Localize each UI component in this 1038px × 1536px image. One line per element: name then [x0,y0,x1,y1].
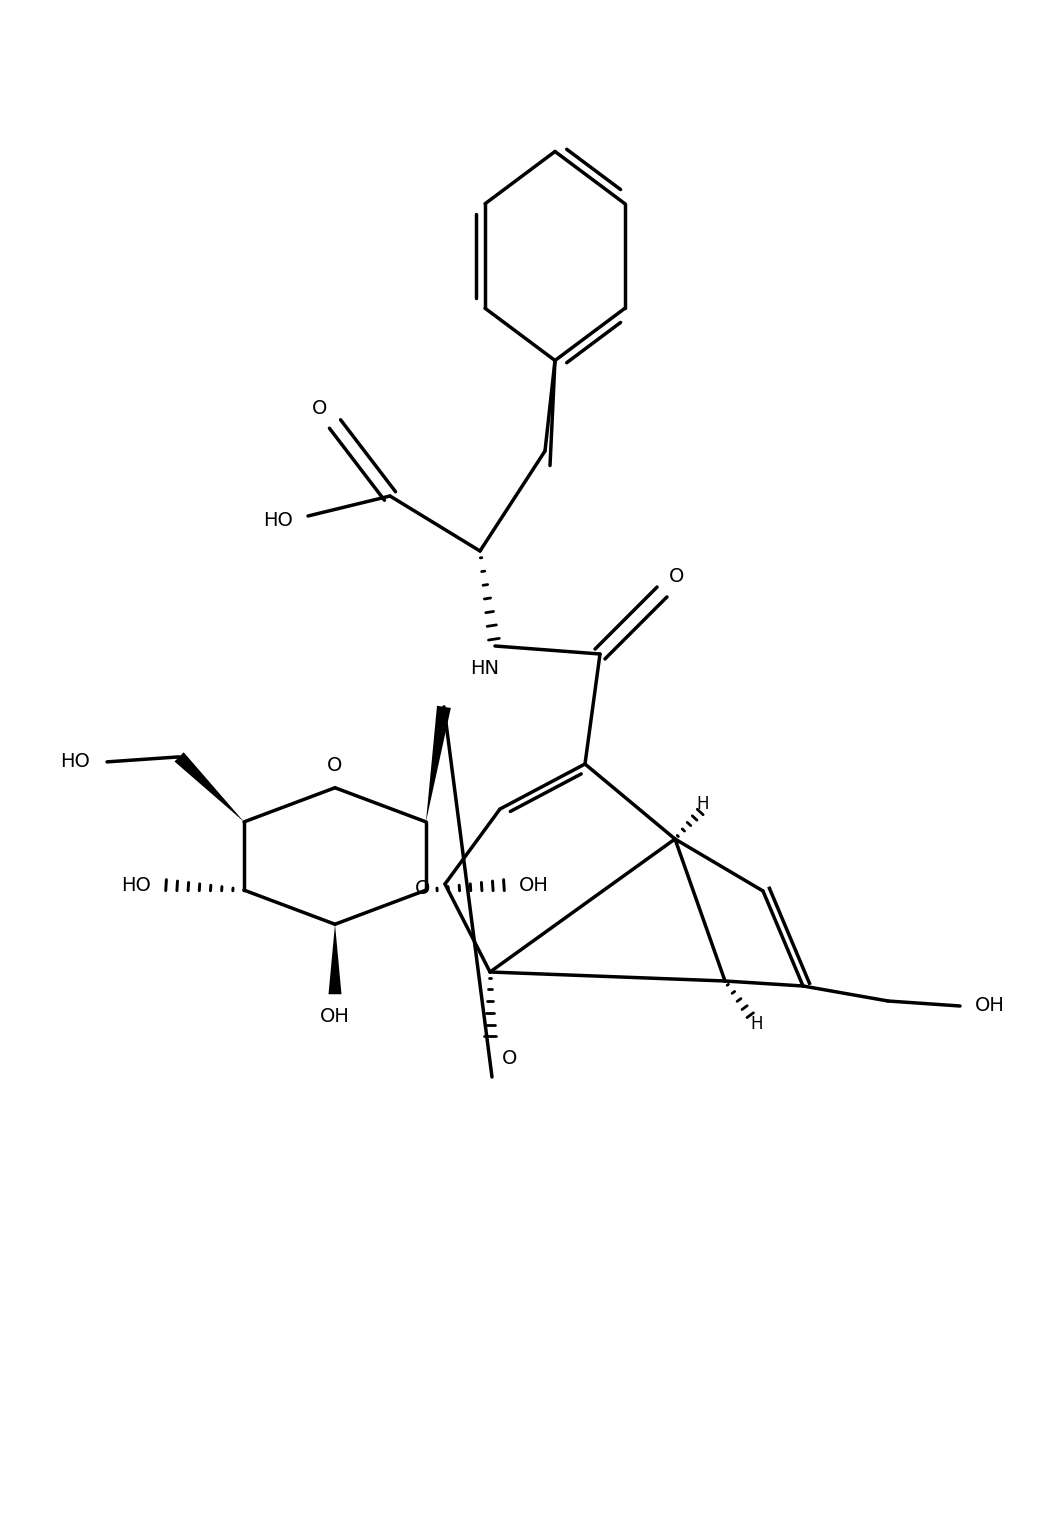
Text: OH: OH [975,997,1005,1015]
Text: HN: HN [470,659,499,677]
Polygon shape [174,753,244,822]
Text: O: O [502,1049,518,1069]
Text: HO: HO [60,753,90,771]
Text: O: O [327,756,343,776]
Text: OH: OH [519,876,549,894]
Text: O: O [670,567,685,587]
Polygon shape [328,925,342,994]
Text: HO: HO [263,511,293,530]
Text: H: H [696,796,709,813]
Polygon shape [426,707,450,822]
Text: OH: OH [320,1006,350,1026]
Text: H: H [750,1015,763,1034]
Text: O: O [415,880,431,899]
Text: O: O [312,399,328,418]
Text: HO: HO [121,876,151,894]
